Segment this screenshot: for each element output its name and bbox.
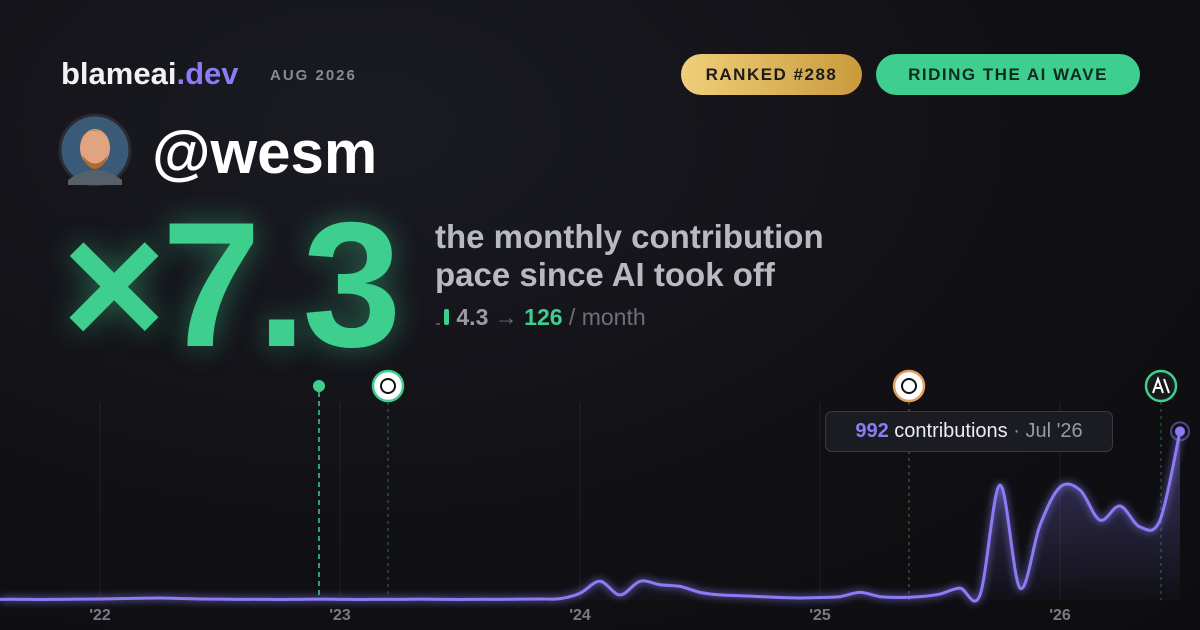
line: [0, 431, 1182, 603]
tooltip-value: 992: [855, 420, 889, 442]
x-tick-label: '26: [1049, 607, 1071, 624]
event-dot: [313, 380, 325, 392]
stat-after: 126: [524, 304, 563, 330]
stat-unit: / month: [568, 304, 646, 330]
stat-icon: [436, 309, 449, 325]
avatar: [58, 113, 132, 187]
stat-before: 4.3: [456, 304, 489, 330]
brand-tld: .dev: [176, 56, 239, 91]
stat-arrow: →: [494, 304, 518, 330]
multiplier: ×7.3: [62, 185, 401, 384]
point: [1175, 426, 1185, 437]
brand: blameai.dev: [61, 56, 238, 92]
event-icon: [1144, 369, 1178, 403]
status-badge: RIDING THE AI WAVE: [876, 54, 1140, 95]
tooltip-date: Jul '26: [1025, 420, 1083, 442]
user-handle: @wesm: [152, 119, 378, 186]
event-icon: [892, 369, 926, 403]
series: [0, 421, 1190, 603]
tagline-line: the monthly contribution: [435, 218, 824, 255]
x-tick-label: '23: [329, 607, 351, 624]
x-tick-label: '25: [809, 607, 831, 624]
x-tick-label: '22: [89, 607, 111, 624]
event-icon: [371, 369, 405, 403]
brand-name: blameai: [61, 56, 177, 91]
tooltip: 992 contributions · Jul '26: [825, 411, 1113, 452]
point-halo: [1170, 421, 1190, 442]
tooltip-label: contributions: [894, 420, 1008, 442]
x-tick-label: '24: [569, 607, 591, 624]
tagline-line: pace since AI took off: [435, 256, 775, 293]
area: [0, 431, 1180, 602]
rank-badge: RANKED #288: [681, 54, 862, 95]
tagline: the monthly contribution pace since AI t…: [435, 218, 824, 294]
stats: 4.3 → 126 / month: [436, 304, 646, 331]
tooltip-separator: ·: [1013, 420, 1020, 442]
date: AUG 2026: [270, 67, 357, 84]
